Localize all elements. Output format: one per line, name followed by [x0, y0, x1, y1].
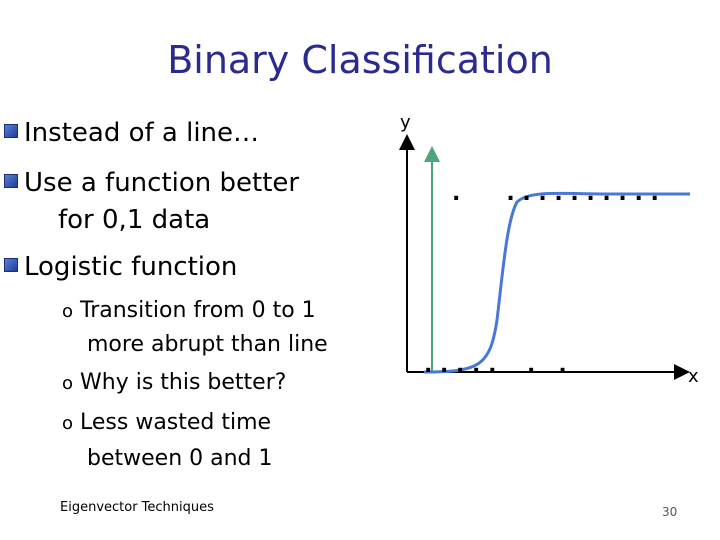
- logistic-curve: [423, 191, 690, 374]
- circle-bullet-icon: o: [62, 413, 74, 434]
- bullet-2-text: Use a function better: [24, 168, 300, 198]
- square-bullet-icon: [4, 174, 18, 188]
- top-data-points: . . . . . . . . . . .: [452, 181, 659, 206]
- page-number: 30: [662, 505, 678, 519]
- sub-bullet-2: o Why is this better?: [62, 368, 286, 399]
- sub-bullet-2-text: Why is this better?: [80, 370, 287, 395]
- footer-text: Eigenvector Techniques: [60, 500, 214, 515]
- bullet-1-text: Instead of a line…: [24, 118, 260, 148]
- bullet-1: Instead of a line…: [4, 116, 259, 150]
- sub-bullet-1-continuation: more abrupt than line: [87, 332, 328, 357]
- bottom-data-points: . . . . . . .: [424, 353, 567, 378]
- sub-bullet-3-continuation: between 0 and 1: [87, 446, 273, 471]
- square-bullet-icon: [4, 124, 18, 138]
- slide-title: Binary Classification: [167, 38, 553, 82]
- circle-bullet-icon: o: [62, 301, 74, 322]
- bullet-2-continuation: for 0,1 data: [58, 205, 211, 235]
- bullet-3: Logistic function: [4, 250, 237, 284]
- y-axis-label: y: [400, 112, 411, 133]
- bullet-2: Use a function better: [4, 166, 299, 200]
- circle-bullet-icon: o: [62, 373, 74, 394]
- square-bullet-icon: [4, 258, 18, 272]
- sub-bullet-1: o Transition from 0 to 1: [62, 296, 316, 327]
- sub-bullet-3-text: Less wasted time: [80, 410, 272, 435]
- x-axis-label: x: [688, 366, 699, 387]
- bullet-3-text: Logistic function: [24, 252, 238, 282]
- sub-bullet-3: o Less wasted time: [62, 408, 271, 439]
- sub-bullet-1-text: Transition from 0 to 1: [80, 298, 316, 323]
